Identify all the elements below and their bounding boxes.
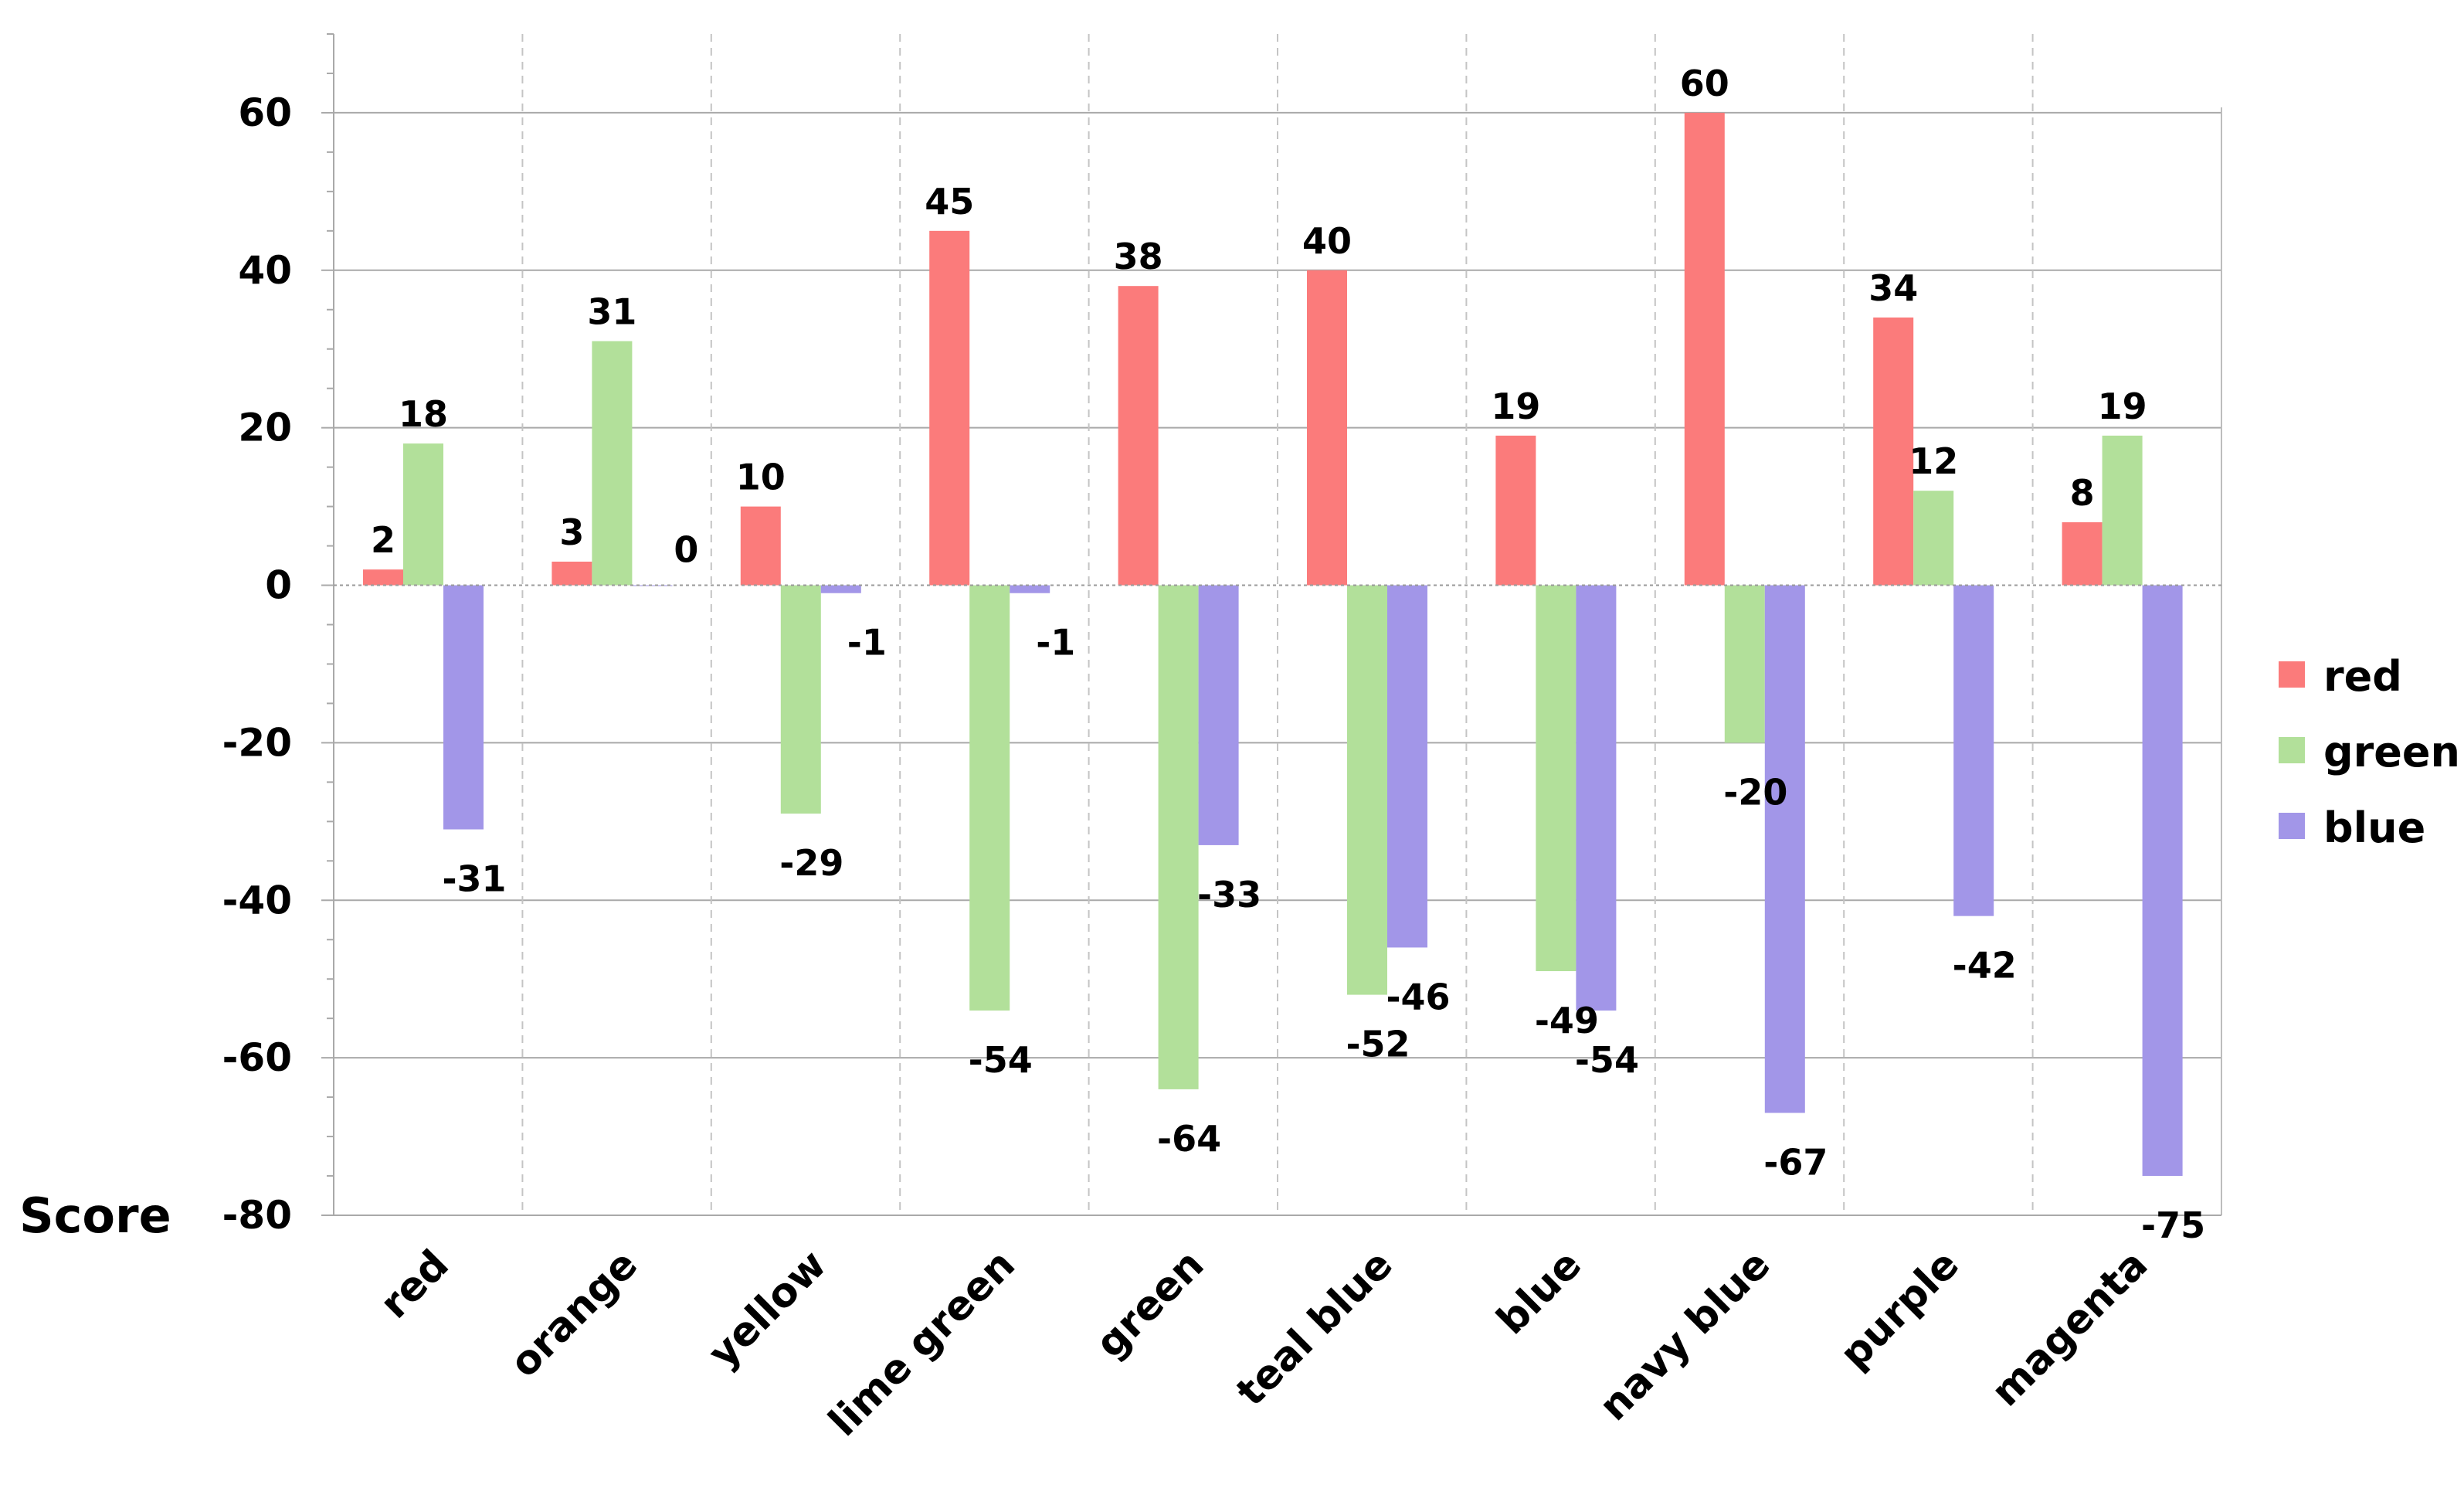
data-label: 31: [587, 291, 636, 333]
bar-blue-magenta: [2142, 585, 2183, 1177]
data-label: -31: [442, 858, 506, 900]
data-label: -75: [2141, 1204, 2205, 1246]
x-tick-label: lime green: [820, 1242, 1024, 1446]
bar-blue-blue: [1576, 585, 1617, 1011]
bar-blue-navy-blue: [1764, 585, 1805, 1113]
y-tick-label: 20: [238, 406, 292, 450]
bar-green-blue: [1536, 585, 1576, 972]
data-label: 19: [2098, 386, 2147, 427]
bar-red-yellow: [740, 506, 781, 586]
bar-blue-green: [1198, 585, 1239, 845]
bar-green-red: [403, 443, 443, 586]
bar-red-lime-green: [929, 230, 970, 586]
y-tick-label: 0: [265, 563, 292, 608]
data-label: -46: [1386, 976, 1450, 1017]
data-label: -52: [1346, 1024, 1410, 1065]
bar-green-navy-blue: [1724, 585, 1765, 743]
data-label: 10: [736, 457, 786, 498]
legend-swatch-green: [2279, 737, 2305, 763]
data-label: 45: [925, 181, 974, 223]
bar-blue-purple: [1953, 585, 1994, 916]
bar-blue-lime-green: [1010, 585, 1050, 593]
data-label: 0: [674, 529, 698, 571]
bar-green-teal-blue: [1347, 585, 1387, 995]
x-tick-label: navy blue: [1590, 1242, 1779, 1430]
x-tick-label: magenta: [1983, 1242, 2157, 1415]
data-label: -54: [969, 1039, 1033, 1081]
data-label: -1: [847, 622, 887, 664]
bar-red-teal-blue: [1307, 270, 1347, 586]
bar-green-magenta: [2102, 435, 2143, 586]
legend-label-blue: blue: [2323, 803, 2425, 852]
bar-red-navy-blue: [1684, 112, 1725, 586]
y-tick-label: 60: [238, 90, 292, 135]
bar-blue-yellow: [820, 585, 861, 593]
bar-green-lime-green: [969, 585, 1010, 1011]
x-tick-label: teal blue: [1228, 1242, 1402, 1415]
y-axis-title: Score: [19, 1187, 171, 1244]
bar-blue-red: [443, 585, 484, 830]
data-label: -42: [1953, 945, 2017, 987]
data-label: -49: [1535, 1000, 1599, 1041]
bar-red-red: [363, 569, 403, 586]
x-tick-label: red: [372, 1242, 458, 1328]
data-label: -20: [1723, 771, 1787, 813]
data-label: -64: [1157, 1118, 1221, 1160]
legend-swatch-blue: [2279, 813, 2305, 839]
data-label: -54: [1575, 1039, 1639, 1081]
x-tick-label: green: [1087, 1242, 1213, 1367]
bar-green-purple: [1913, 491, 1954, 586]
data-label: -67: [1763, 1141, 1828, 1183]
data-label: 12: [1909, 440, 1958, 482]
bar-blue-teal-blue: [1387, 585, 1427, 948]
data-label: 40: [1302, 220, 1352, 262]
data-label: 2: [371, 519, 395, 561]
data-label: -1: [1036, 622, 1075, 664]
bar-green-yellow: [780, 585, 821, 814]
data-label: 8: [2070, 472, 2095, 514]
legend-label-red: red: [2323, 652, 2402, 701]
bar-red-green: [1118, 286, 1159, 586]
data-label: -29: [779, 842, 843, 884]
data-label: 18: [399, 393, 448, 435]
legend-label-green: green: [2323, 728, 2460, 776]
y-tick-label: -60: [222, 1035, 292, 1080]
bar-red-orange: [552, 561, 592, 586]
x-tick-label: orange: [501, 1242, 647, 1387]
y-tick-label: -80: [222, 1193, 292, 1238]
data-label: 38: [1114, 236, 1163, 277]
x-tick-label: blue: [1488, 1242, 1590, 1344]
bar-red-magenta: [2062, 521, 2103, 586]
data-label: 60: [1680, 63, 1729, 104]
legend-swatch-red: [2279, 661, 2305, 688]
bar-red-blue: [1495, 435, 1536, 586]
y-tick-label: -40: [222, 878, 292, 922]
data-label: -33: [1197, 874, 1261, 916]
data-label: 34: [1868, 267, 1918, 309]
x-tick-label: purple: [1831, 1242, 1968, 1378]
bar-red-purple: [1873, 317, 1914, 586]
bar-green-green: [1158, 585, 1199, 1089]
data-label: 3: [559, 511, 584, 553]
x-tick-label: yellow: [700, 1242, 836, 1378]
y-tick-label: 40: [238, 248, 292, 293]
bar-green-orange: [592, 341, 633, 586]
data-label: 19: [1491, 386, 1540, 427]
y-tick-label: -20: [222, 720, 292, 765]
